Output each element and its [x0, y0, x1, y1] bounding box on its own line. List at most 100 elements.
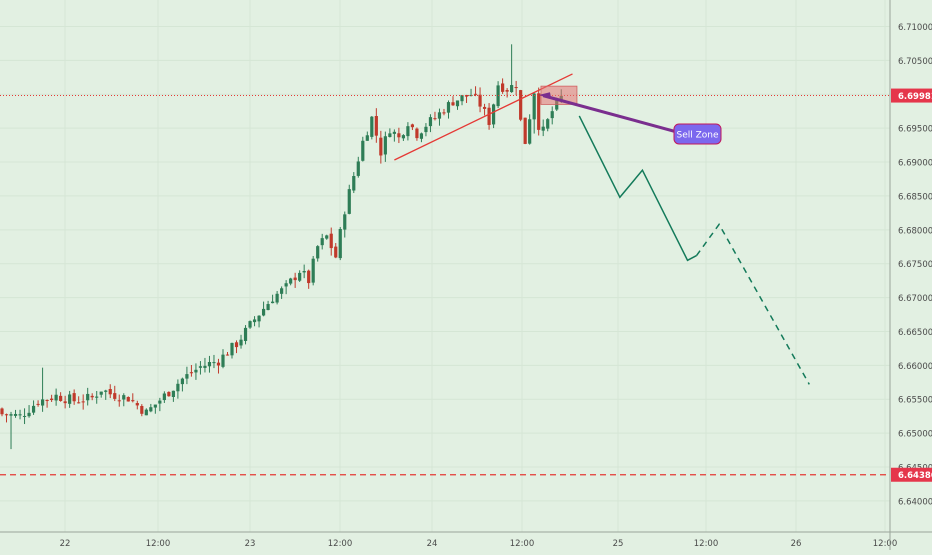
candle — [221, 349, 225, 369]
candle-body — [519, 90, 523, 120]
candle — [248, 320, 252, 329]
candle-body — [343, 214, 347, 230]
candle — [59, 392, 63, 402]
candle-body — [329, 233, 333, 249]
candle — [162, 391, 166, 403]
y-tick-label: 6.71000 — [898, 23, 932, 33]
candle-body — [546, 119, 550, 129]
candle-body — [189, 372, 194, 374]
candle — [388, 128, 392, 138]
candle-body — [248, 321, 252, 328]
candle — [144, 408, 148, 416]
candle-body — [487, 107, 491, 125]
candle-body — [442, 112, 446, 114]
candle-body — [523, 117, 527, 144]
candle-body — [167, 391, 171, 397]
sell-zone-arrow — [542, 94, 678, 134]
candle — [90, 393, 94, 401]
candle-body — [135, 403, 139, 406]
candle — [216, 358, 221, 374]
candle-body — [365, 135, 369, 141]
x-tick-label: 12:00 — [146, 539, 171, 549]
sell-zone-annotation: Sell Zone — [673, 123, 722, 145]
candle — [50, 394, 54, 402]
candle — [176, 379, 180, 399]
candle-body — [122, 395, 126, 400]
candle — [352, 172, 356, 194]
candle — [482, 103, 487, 116]
x-tick-label: 12:00 — [694, 539, 719, 549]
candle — [27, 405, 31, 418]
y-tick-label: 6.69500 — [898, 125, 932, 135]
candle-body — [406, 126, 410, 137]
candle — [311, 255, 315, 286]
x-tick-label: 26 — [791, 539, 802, 549]
candle — [167, 391, 171, 397]
candle-body — [541, 126, 545, 131]
y-tick-label: 6.65000 — [898, 430, 932, 440]
y-tick-label: 6.65500 — [898, 396, 932, 406]
candle — [460, 94, 464, 106]
candle-body — [68, 394, 72, 404]
candle — [442, 108, 446, 116]
candle — [361, 136, 365, 162]
candle — [207, 355, 212, 373]
candle — [280, 286, 284, 299]
candle — [528, 114, 532, 145]
candle-body — [72, 393, 76, 402]
candle — [415, 127, 419, 141]
support-price-tag-text: 6.64386 — [898, 471, 932, 481]
y-tick-label: 6.69000 — [898, 159, 932, 169]
candle-body — [532, 93, 536, 120]
y-tick-label: 6.68500 — [898, 192, 932, 202]
candle-body — [271, 301, 275, 304]
candle — [225, 351, 230, 356]
candle — [40, 367, 45, 412]
candle — [252, 316, 257, 327]
candle — [0, 407, 4, 417]
y-tick-label: 6.64000 — [898, 497, 932, 507]
candle — [185, 366, 189, 385]
candle-body — [234, 342, 239, 348]
candle — [104, 389, 108, 400]
candle-body — [293, 277, 297, 281]
candle-body — [275, 293, 279, 303]
candle — [307, 269, 311, 289]
candle — [455, 100, 460, 110]
candle-body — [243, 327, 248, 341]
candle-body — [185, 374, 189, 379]
candle-body — [153, 404, 157, 408]
y-tick-label: 6.67000 — [898, 294, 932, 304]
candle — [4, 413, 9, 423]
candle-body — [356, 161, 360, 176]
candle-body — [478, 94, 482, 107]
candle-body — [316, 246, 320, 259]
candle-body — [108, 389, 112, 395]
candle — [31, 400, 36, 415]
candle-body — [501, 83, 505, 92]
candle — [198, 361, 203, 375]
candle — [189, 365, 194, 377]
candle-body — [397, 133, 401, 138]
candle-body — [203, 365, 207, 368]
candle — [510, 44, 514, 93]
projection-path-solid — [578, 115, 697, 262]
candle-body — [374, 116, 378, 136]
candle — [68, 390, 72, 408]
candle — [266, 300, 270, 311]
candle-body — [149, 407, 153, 412]
candle-body — [451, 102, 455, 106]
candle-body — [298, 272, 302, 281]
candle — [158, 397, 162, 412]
candle-body — [401, 135, 405, 139]
candle-body — [95, 396, 99, 398]
candle-body — [45, 400, 49, 402]
candle — [77, 396, 81, 404]
candle-body — [225, 354, 230, 356]
candle — [334, 243, 338, 259]
candle-body — [81, 401, 85, 403]
candle-body — [311, 258, 315, 283]
candle-body — [77, 402, 81, 404]
candle — [501, 78, 505, 94]
candle — [113, 385, 117, 402]
